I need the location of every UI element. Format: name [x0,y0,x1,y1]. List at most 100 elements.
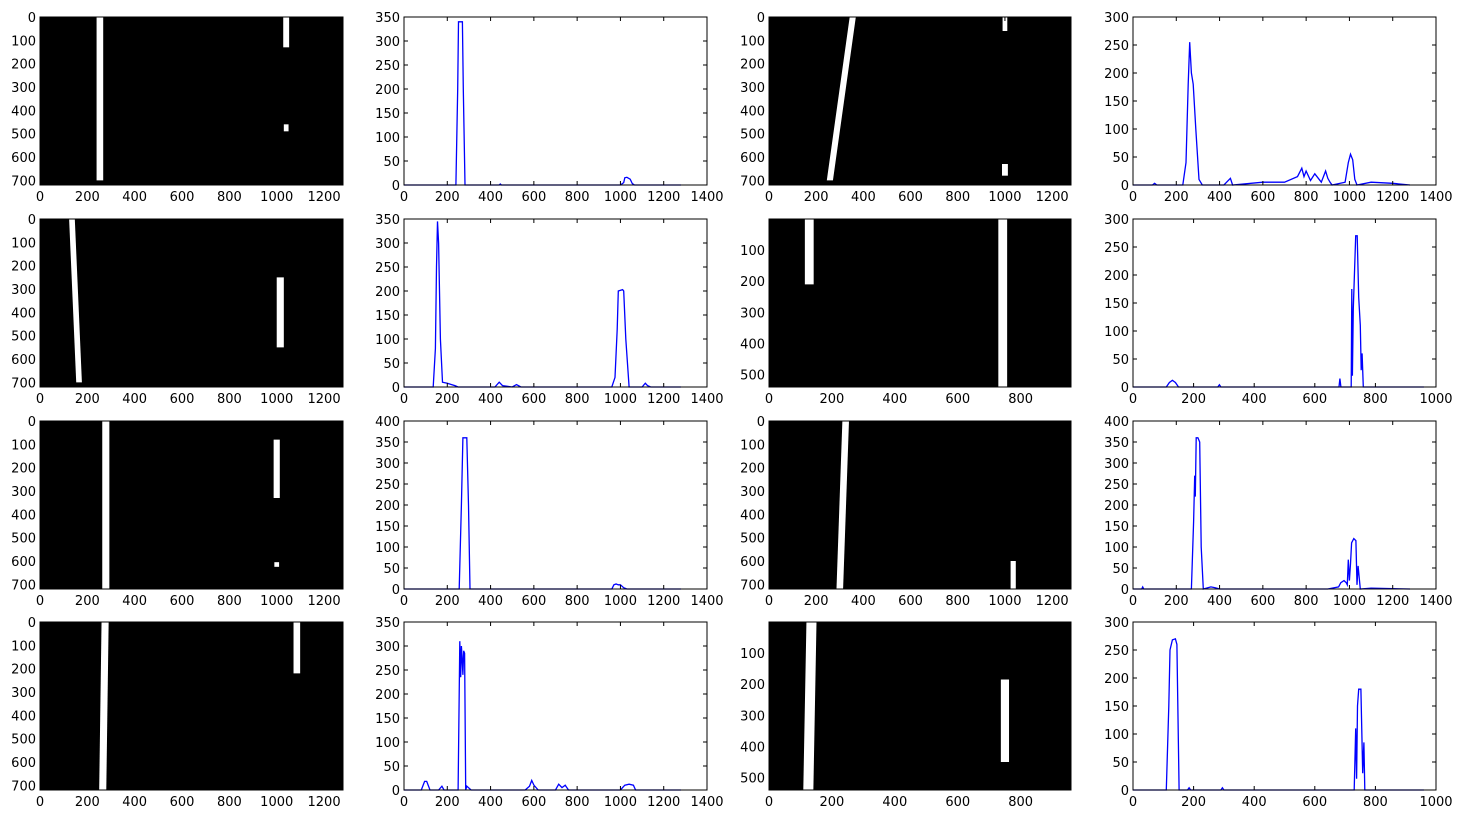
x-tick-label: 600 [170,795,195,810]
subplot-5: 0 200 400 600 800 1000 1200 0 100 200 300 400 500 600… [11,213,344,407]
y-tick-label: 100 [1104,541,1129,556]
y-tick-label: 500 [11,733,36,748]
y-tick-label: 350 [375,11,400,26]
y-tick-label: 400 [740,508,765,523]
x-tick-label: 1000 [260,795,293,810]
lane-pixel-region [826,17,856,181]
y-tick-label: 200 [11,58,36,73]
plot-background [1133,421,1436,589]
axes-frame [768,420,1072,590]
x-tick-label: 200 [1164,190,1189,205]
y-tick-label: 400 [375,415,400,430]
y-tick-label: 200 [740,678,765,693]
lane-pixel-region [69,219,82,383]
y-tick-label: 500 [740,128,765,143]
y-tick-label: 300 [1104,457,1129,472]
x-tick-label: 400 [882,795,907,810]
y-tick-label: 150 [375,309,400,324]
x-tick-label: 1400 [1419,190,1452,205]
y-tick-label: 50 [1112,562,1129,577]
x-tick-label: 0 [1129,392,1137,407]
y-tick-label: 50 [383,760,400,775]
y-tick-label: 250 [1104,478,1129,493]
y-tick-label: 400 [11,306,36,321]
x-tick-label: 800 [217,392,242,407]
y-tick-label: 150 [1104,700,1129,715]
y-tick-label: 100 [375,541,400,556]
y-tick-label: 600 [11,353,36,368]
y-tick-label: 300 [375,35,400,50]
subplot-13: 0 200 400 600 800 1000 1200 0 100 200 300 400 500 600… [11,616,344,810]
x-tick-label: 600 [945,392,970,407]
lane-pixel-region [1010,561,1016,589]
subplot-4: 0 200 400 600 800 1000 1200 1400 0 50 100 150 200 250… [1104,11,1452,205]
x-tick-label: 1200 [1376,594,1409,609]
y-tick-label: 200 [375,688,400,703]
y-tick-label: 400 [740,104,765,119]
x-tick-label: 400 [478,594,503,609]
x-tick-label: 800 [217,594,242,609]
y-tick-label: 600 [11,555,36,570]
x-tick-label: 0 [1129,190,1137,205]
lane-pixel-region [283,124,289,132]
x-tick-label: 200 [75,594,100,609]
plot-background [1133,622,1436,790]
y-tick-label: 100 [375,131,400,146]
axes-frame [39,621,344,791]
y-tick-label: 0 [28,616,36,631]
x-tick-label: 0 [1129,594,1137,609]
x-tick-label: 200 [435,190,460,205]
x-tick-label: 200 [75,795,100,810]
x-tick-label: 0 [400,190,408,205]
subplot-3: 0 200 400 600 800 1000 1200 0 100 200 300 400 500 600… [740,11,1072,205]
binary-image-background [769,219,1071,387]
lane-pixel-region [293,622,301,674]
x-tick-label: 0 [36,594,44,609]
x-tick-label: 0 [765,190,773,205]
y-tick-label: 150 [1104,520,1129,535]
x-tick-label: 800 [1363,795,1388,810]
subplot-6: 0 200 400 600 800 1000 1200 1400 0 50 100 150 200 250… [375,213,723,407]
y-tick-label: 150 [1104,297,1129,312]
plot-background [1133,17,1436,185]
y-tick-label: 200 [11,663,36,678]
axes-frame [39,16,344,186]
x-tick-label: 400 [478,392,503,407]
x-tick-label: 400 [1207,594,1232,609]
x-tick-label: 600 [1250,594,1275,609]
x-tick-label: 800 [217,190,242,205]
y-tick-label: 0 [392,179,400,194]
x-tick-label: 1000 [260,594,293,609]
x-tick-label: 400 [851,594,876,609]
x-tick-label: 400 [122,392,147,407]
x-tick-label: 1200 [308,190,341,205]
x-tick-label: 200 [435,594,460,609]
x-tick-label: 400 [122,594,147,609]
y-tick-label: 400 [11,508,36,523]
x-tick-label: 0 [400,795,408,810]
subplot-15: 0 200 400 600 800 100 200 300 400 500 [740,621,1072,810]
y-tick-label: 600 [740,151,765,166]
x-tick-label: 0 [765,795,773,810]
y-tick-label: 150 [375,712,400,727]
x-tick-label: 600 [1302,795,1327,810]
lane-pixel-region [274,562,280,567]
y-tick-label: 500 [740,772,765,787]
x-tick-label: 200 [435,795,460,810]
histogram-line [1133,637,1424,791]
x-tick-label: 1200 [1036,190,1069,205]
x-tick-label: 200 [1181,392,1206,407]
y-tick-label: 0 [28,415,36,430]
y-tick-label: 100 [1104,325,1129,340]
y-tick-label: 100 [11,438,36,453]
x-tick-label: 1200 [647,594,680,609]
binary-image-background [40,17,343,185]
subplot-16: 0 200 400 600 800 1000 0 50 100 150 200 250 300 [1104,616,1452,810]
subplot-8: 0 200 400 600 800 1000 0 50 100 150 200 250 300 [1104,213,1452,407]
x-tick-label: 1000 [260,392,293,407]
x-tick-label: 0 [400,594,408,609]
y-tick-label: 0 [757,11,765,26]
y-tick-label: 500 [11,330,36,345]
binary-image-background [40,421,343,589]
y-tick-label: 600 [11,151,36,166]
